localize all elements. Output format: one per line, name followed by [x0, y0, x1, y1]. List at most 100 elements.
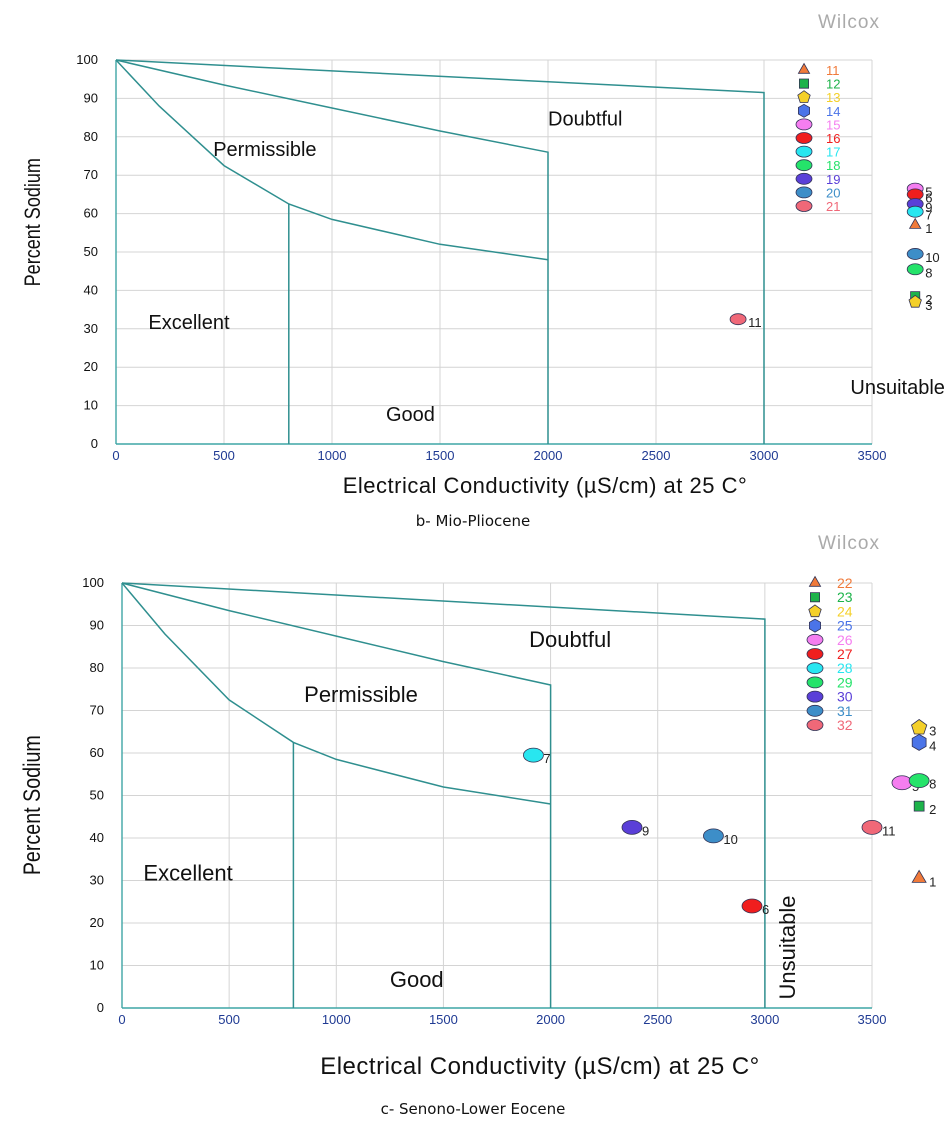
legend-label: 31	[837, 703, 853, 719]
data-point-label: 8	[929, 777, 936, 792]
y-axis-label: Percent Sodium	[21, 158, 45, 286]
data-point-marker	[906, 263, 924, 276]
legend-label: 17	[826, 145, 840, 160]
data-point-label: 2	[929, 802, 936, 817]
legend-label: 24	[837, 603, 853, 619]
class-label-doubtful: Doubtful	[529, 627, 611, 652]
data-point: 10	[703, 828, 738, 847]
data-point: 7	[906, 205, 932, 223]
data-point-label: 6	[925, 190, 932, 205]
y-tick-label: 50	[84, 244, 98, 259]
legend-marker	[795, 172, 813, 185]
y-tick-label: 50	[90, 788, 104, 803]
brand-label: Wilcox	[818, 533, 880, 554]
legend-label: 29	[837, 674, 853, 690]
data-point-marker	[741, 898, 763, 914]
legend-label: 11	[826, 63, 840, 78]
brand-label: Wilcox	[818, 12, 880, 33]
data-point-label: 5	[925, 185, 932, 200]
class-label-unsuitable: Unsuitable	[775, 896, 800, 1000]
class-boundary-line	[121, 582, 552, 1008]
data-point-marker	[906, 205, 924, 218]
y-tick-label: 40	[84, 282, 98, 297]
legend-marker	[808, 575, 822, 587]
y-tick-label: 20	[84, 359, 98, 374]
data-point: 3	[911, 719, 936, 739]
legend-marker	[810, 592, 820, 603]
chart-caption: c- Senono-Lower Eocene	[380, 1100, 566, 1118]
x-tick-label: 0	[118, 1012, 125, 1027]
data-point: 11	[861, 819, 896, 838]
data-point-marker	[908, 294, 922, 308]
y-tick-label: 80	[84, 129, 98, 144]
x-tick-label: 0	[112, 448, 119, 463]
legend-marker	[808, 604, 822, 618]
data-point-marker	[891, 775, 913, 791]
y-tick-label: 70	[84, 167, 98, 182]
legend-marker	[795, 186, 813, 199]
data-point-label: 4	[929, 738, 936, 753]
legend-label: 25	[837, 618, 853, 634]
data-point-label: 3	[925, 298, 932, 313]
legend-label: 18	[826, 158, 840, 173]
y-tick-label: 10	[90, 958, 104, 973]
data-point: 10	[906, 248, 940, 265]
x-tick-label: 500	[218, 1012, 240, 1027]
data-point-marker	[913, 800, 925, 812]
data-point-marker	[911, 869, 927, 883]
x-tick-label: 500	[213, 448, 235, 463]
data-point-marker	[703, 828, 724, 844]
chart-caption: b- Mio-Pliocene	[415, 512, 531, 530]
class-label-good: Good	[390, 967, 444, 992]
legend-label: 19	[826, 172, 840, 187]
legend-label: 15	[826, 117, 840, 132]
data-point: 11	[729, 313, 762, 330]
x-tick-label: 1000	[322, 1012, 351, 1027]
data-point-marker	[908, 217, 922, 229]
legend-marker	[798, 103, 810, 118]
legend-marker	[799, 78, 809, 89]
y-tick-label: 70	[90, 703, 104, 718]
data-point-marker	[911, 733, 927, 751]
x-tick-label: 3000	[750, 448, 779, 463]
data-point-marker	[906, 248, 924, 260]
class-label-excellent: Excellent	[143, 861, 232, 886]
data-point-marker	[523, 747, 544, 763]
x-tick-label: 2000	[534, 448, 563, 463]
legend-label: 28	[837, 660, 853, 676]
legend-label: 13	[826, 90, 840, 105]
data-point-marker	[729, 313, 747, 326]
y-tick-label: 30	[90, 873, 104, 888]
x-tick-label: 2500	[642, 448, 671, 463]
x-axis-label: Electrical Conductivity (µS/cm) at 25 C°	[343, 473, 748, 498]
data-point-marker	[861, 819, 883, 835]
legend-label: 16	[826, 131, 840, 146]
y-tick-label: 30	[84, 321, 98, 336]
class-boundary-line	[115, 59, 549, 444]
x-tick-label: 1500	[426, 448, 455, 463]
data-point: 7	[523, 747, 551, 766]
y-tick-label: 40	[90, 830, 104, 845]
data-point-label: 9	[925, 200, 932, 215]
data-point-marker	[621, 819, 643, 835]
class-label-permissible: Permissible	[304, 682, 418, 707]
legend-marker	[797, 62, 811, 74]
x-tick-label: 2500	[643, 1012, 672, 1027]
legend-label: 23	[837, 589, 853, 605]
data-point: 8	[906, 263, 932, 280]
legend-label: 22	[837, 575, 853, 591]
class-label-permissible: Permissible	[213, 139, 316, 161]
legend-marker	[797, 90, 811, 103]
data-point: 1	[911, 869, 936, 889]
x-axis-label: Electrical Conductivity (µS/cm) at 25 C°	[320, 1053, 760, 1080]
legend-marker	[795, 118, 813, 131]
legend-label: 32	[837, 717, 853, 733]
data-point-label: 11	[882, 823, 896, 838]
legend-label: 14	[826, 104, 840, 119]
legend-marker	[806, 704, 824, 717]
legend-label: 12	[826, 77, 840, 92]
data-point-label: 2	[925, 292, 932, 307]
legend-label: 27	[837, 646, 853, 662]
data-point: 9	[621, 819, 649, 838]
